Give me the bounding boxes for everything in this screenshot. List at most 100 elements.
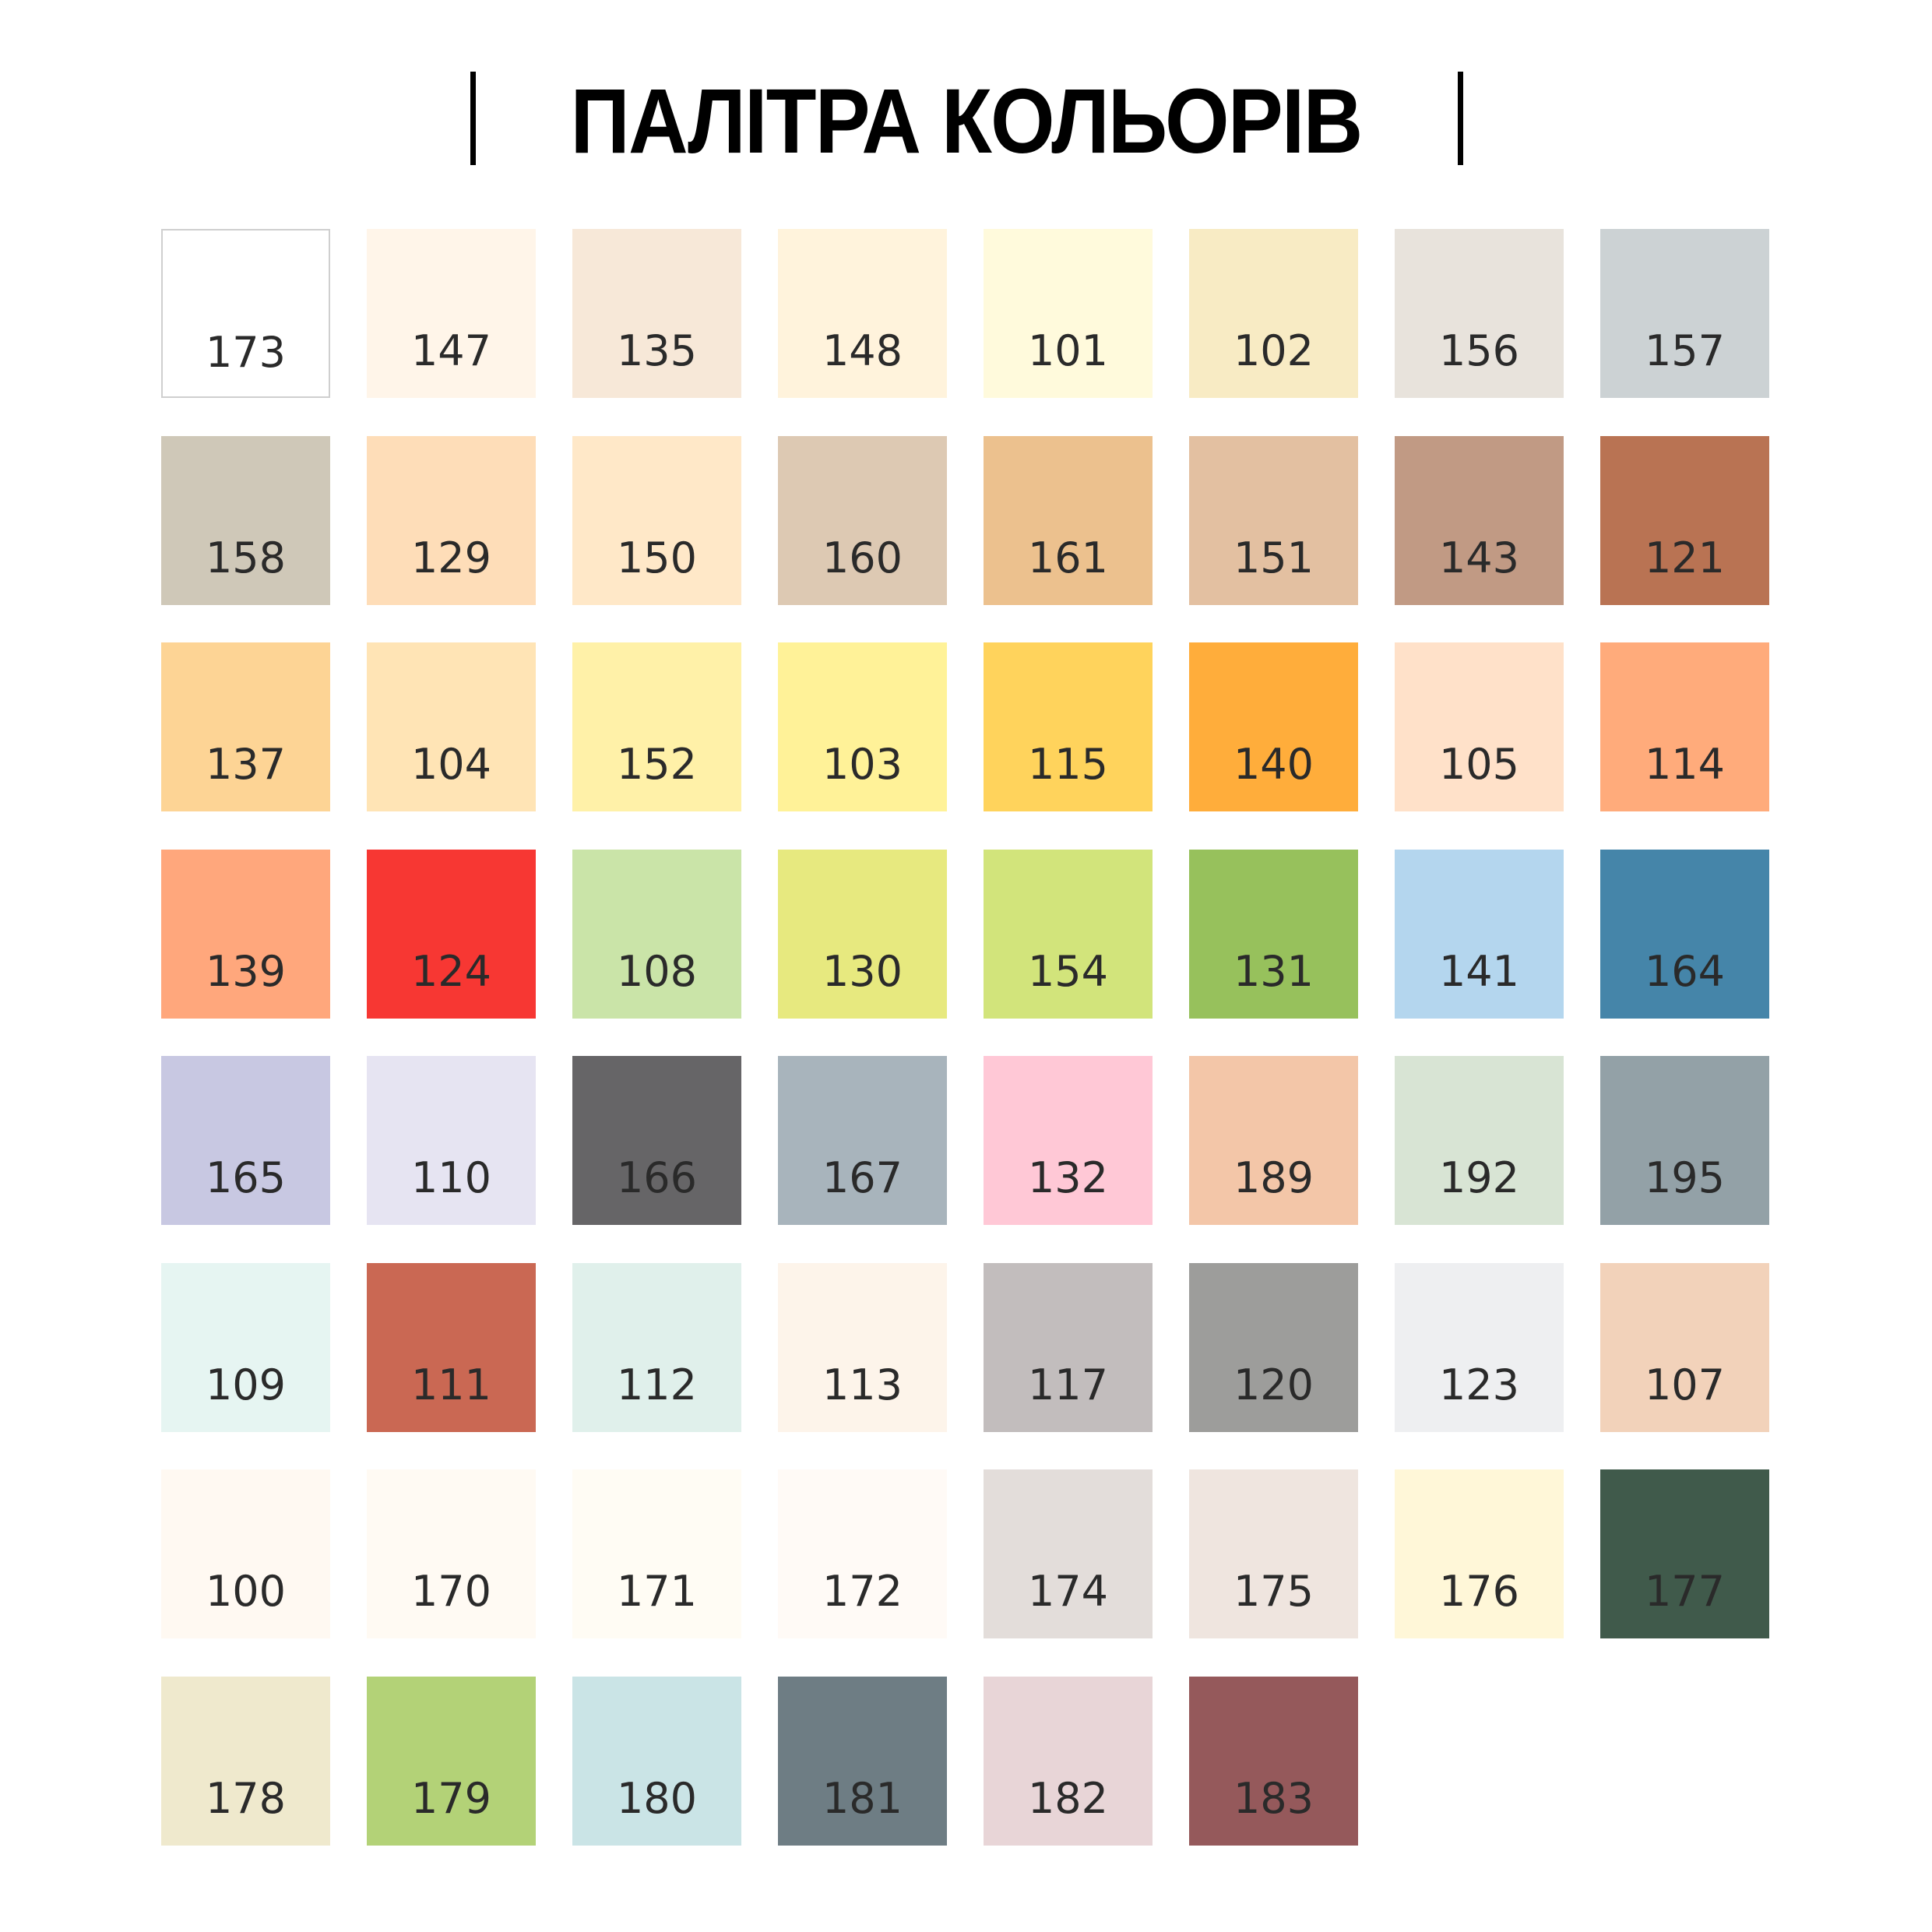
swatch-code: 182 [1027,1773,1109,1823]
color-swatch: 141 [1395,849,1564,1019]
color-swatch: 147 [367,229,536,398]
swatch-code: 109 [205,1360,287,1409]
swatch-code: 139 [205,946,287,996]
swatch-code: 129 [410,533,492,582]
color-swatch: 182 [984,1676,1153,1846]
swatch-code: 170 [410,1567,492,1616]
swatch-code: 143 [1438,533,1520,582]
color-swatch: 140 [1189,642,1358,811]
swatch-code: 157 [1644,326,1726,375]
color-swatch: 152 [572,642,741,811]
swatch-code: 148 [822,326,903,375]
color-swatch: 177 [1600,1469,1769,1638]
color-swatch: 148 [778,229,947,398]
color-swatch: 111 [367,1262,536,1432]
color-swatch: 124 [367,849,536,1019]
color-swatch: 158 [161,435,330,605]
color-swatch: 109 [161,1262,330,1432]
swatch-code: 152 [616,740,698,789]
swatch-code: 104 [410,740,492,789]
color-swatch: 181 [778,1676,947,1846]
swatch-code: 131 [1233,946,1314,996]
swatch-code: 105 [1438,740,1520,789]
swatch-code: 112 [616,1360,698,1409]
color-swatch: 192 [1395,1056,1564,1225]
swatch-code: 117 [1027,1360,1109,1409]
color-swatch: 117 [984,1262,1153,1432]
color-swatch: 108 [572,849,741,1019]
swatch-code: 141 [1438,946,1520,996]
color-swatch: 170 [367,1469,536,1638]
swatch-code: 132 [1027,1153,1109,1202]
swatch-code: 165 [205,1153,287,1202]
color-swatch: 137 [161,642,330,811]
swatch-code: 176 [1438,1567,1520,1616]
swatch-code: 156 [1438,326,1520,375]
color-swatch: 183 [1189,1676,1358,1846]
swatch-code: 101 [1027,326,1109,375]
swatch-code: 180 [616,1773,698,1823]
swatch-code: 195 [1644,1153,1726,1202]
color-swatch: 113 [778,1262,947,1432]
swatch-code: 135 [616,326,698,375]
color-swatch: 165 [161,1056,330,1225]
color-swatch: 114 [1600,642,1769,811]
swatch-code: 121 [1644,533,1726,582]
swatch-code: 173 [205,328,287,377]
color-swatch: 178 [161,1676,330,1846]
color-swatch: 115 [984,642,1153,811]
swatch-code: 192 [1438,1153,1520,1202]
title-divider-left [470,72,476,165]
swatch-code: 102 [1233,326,1314,375]
color-swatch: 156 [1395,229,1564,398]
swatch-code: 140 [1233,740,1314,789]
swatch-code: 167 [822,1153,903,1202]
color-swatch: 173 [161,229,330,398]
color-swatch: 160 [778,435,947,605]
color-swatch: 143 [1395,435,1564,605]
color-swatch: 154 [984,849,1153,1019]
color-swatch: 189 [1189,1056,1358,1225]
color-swatch: 139 [161,849,330,1019]
color-swatch: 107 [1600,1262,1769,1432]
color-swatch: 110 [367,1056,536,1225]
swatch-code: 107 [1644,1360,1726,1409]
swatch-code: 113 [822,1360,903,1409]
swatch-code: 110 [410,1153,492,1202]
color-swatch: 195 [1600,1056,1769,1225]
color-swatch: 150 [572,435,741,605]
swatch-code: 147 [410,326,492,375]
color-swatch: 171 [572,1469,741,1638]
color-swatch: 104 [367,642,536,811]
color-swatch: 121 [1600,435,1769,605]
color-swatch: 120 [1189,1262,1358,1432]
swatch-code: 177 [1644,1567,1726,1616]
swatch-code: 154 [1027,946,1109,996]
color-swatch: 103 [778,642,947,811]
swatch-code: 114 [1644,740,1726,789]
swatch-code: 120 [1233,1360,1314,1409]
swatch-code: 189 [1233,1153,1314,1202]
swatch-code: 179 [410,1773,492,1823]
color-swatch: 100 [161,1469,330,1638]
swatch-code: 130 [822,946,903,996]
color-swatch: 112 [572,1262,741,1432]
color-swatch: 157 [1600,229,1769,398]
color-swatch: 175 [1189,1469,1358,1638]
color-swatch: 166 [572,1056,741,1225]
swatch-code: 166 [616,1153,698,1202]
swatch-code: 181 [822,1773,903,1823]
swatch-code: 171 [616,1567,698,1616]
swatch-code: 178 [205,1773,287,1823]
swatch-code: 100 [205,1567,287,1616]
swatch-code: 108 [616,946,698,996]
color-swatch: 172 [778,1469,947,1638]
swatch-code: 115 [1027,740,1109,789]
color-swatch: 180 [572,1676,741,1846]
color-swatch: 130 [778,849,947,1019]
swatch-code: 103 [822,740,903,789]
color-swatch: 161 [984,435,1153,605]
color-swatch: 132 [984,1056,1153,1225]
color-swatch: 102 [1189,229,1358,398]
title-divider-right [1458,72,1463,165]
